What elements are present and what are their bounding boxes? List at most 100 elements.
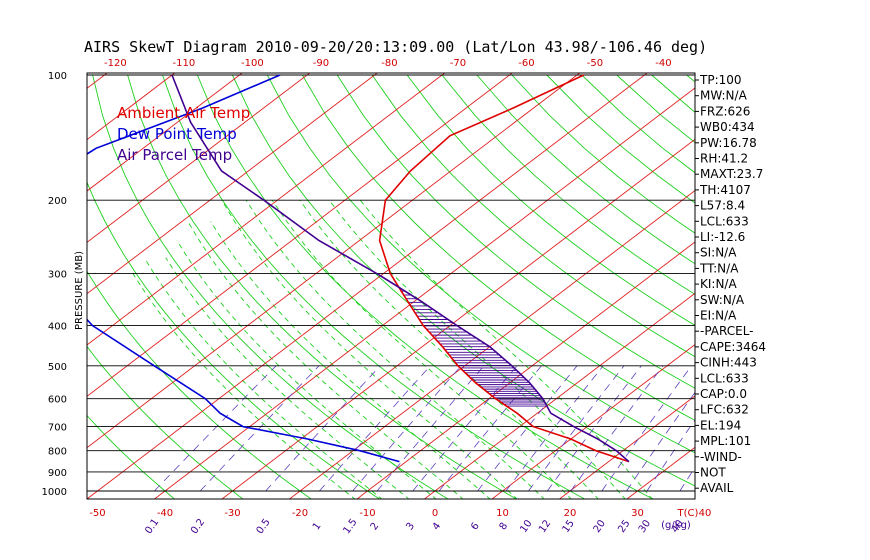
dry-adiabat bbox=[826, 75, 870, 500]
mixing-ratio-tick-label: 20 bbox=[592, 518, 608, 535]
top-temp-tick-label: -120 bbox=[104, 58, 127, 69]
moist-adiabat bbox=[221, 199, 518, 499]
stability-index: -WIND- bbox=[700, 450, 742, 464]
mixing-ratio-line bbox=[265, 365, 381, 492]
bottom-temp-tick-label: 40 bbox=[699, 508, 712, 519]
stability-index: AVAIL bbox=[700, 481, 734, 495]
isotherm bbox=[87, 73, 581, 449]
pressure-tick-label: 400 bbox=[48, 321, 67, 332]
dry-adiabat bbox=[511, 74, 695, 234]
moist-adiabat bbox=[176, 240, 437, 499]
pressure-tick-label: 200 bbox=[48, 196, 67, 207]
dry-adiabat bbox=[162, 74, 586, 499]
stability-index: LCL:633 bbox=[700, 214, 749, 228]
mixing-ratio-tick-label: 30 bbox=[637, 518, 653, 535]
series-line-0 bbox=[378, 74, 630, 463]
dry-adiabat bbox=[336, 74, 695, 389]
dry-adiabat bbox=[87, 414, 176, 499]
moist-adiabat bbox=[144, 257, 383, 499]
moist-adiabat bbox=[299, 199, 599, 499]
bottom-temp-tick-label: -30 bbox=[224, 508, 240, 519]
mixing-ratio-tick-label: 1.5 bbox=[341, 517, 359, 536]
isotherm bbox=[87, 73, 378, 295]
isotherm bbox=[356, 241, 695, 499]
stability-index: -PARCEL- bbox=[700, 324, 754, 338]
moist-adiabat bbox=[165, 257, 410, 499]
stability-index: KI:N/A bbox=[700, 277, 737, 291]
sounding-curves bbox=[87, 74, 630, 463]
moist-adiabat bbox=[132, 273, 356, 499]
stability-index: EI:N/A bbox=[700, 309, 737, 323]
isotherm bbox=[87, 73, 513, 397]
stability-index: MPL:101 bbox=[700, 434, 751, 448]
dry-adiabat bbox=[791, 75, 870, 500]
bottom-temp-tick-label: -50 bbox=[89, 508, 105, 519]
isotherm bbox=[0, 66, 49, 500]
stability-index: LFC:632 bbox=[700, 403, 749, 417]
isotherm bbox=[153, 87, 695, 499]
dry-adiabat bbox=[861, 75, 870, 500]
top-temp-tick-label: -90 bbox=[313, 58, 329, 69]
mixing-ratio-line bbox=[626, 391, 695, 492]
mixing-ratio-line bbox=[154, 365, 277, 492]
moist-adiabat bbox=[210, 221, 491, 499]
bottom-temp-tick-label: -40 bbox=[157, 508, 173, 519]
mixing-ratio-tick-label: 0.2 bbox=[189, 517, 207, 536]
mixing-ratio-tick-label: 0.1 bbox=[143, 517, 161, 536]
mixing-ratio-unit-label: (g/kg) bbox=[661, 520, 691, 531]
stability-index: RH:41.2 bbox=[700, 152, 748, 166]
dry-adiabat bbox=[87, 270, 313, 499]
legend-entry: Ambient Air Temp bbox=[117, 104, 250, 122]
dry-adiabat bbox=[371, 74, 695, 358]
mixing-ratio-line bbox=[376, 365, 485, 492]
mixing-ratio-tick-label: 3 bbox=[404, 521, 417, 533]
mixing-ratio-tick-label: 1 bbox=[311, 521, 324, 533]
dry-adiabat bbox=[266, 74, 695, 454]
stability-index: CAP:0.0 bbox=[700, 387, 747, 401]
mixing-ratio-line bbox=[570, 365, 664, 492]
dry-adiabat bbox=[87, 345, 244, 499]
plot-frame bbox=[86, 72, 696, 500]
isotherm bbox=[221, 138, 695, 499]
dry-adiabat bbox=[301, 74, 695, 421]
stability-index: MAXT:23.7 bbox=[700, 167, 763, 181]
top-temp-tick-label: -60 bbox=[518, 58, 534, 69]
dry-adiabat bbox=[127, 74, 518, 499]
moist-adiabat bbox=[359, 199, 653, 499]
legend-entry: Dew Point Temp bbox=[117, 125, 237, 143]
top-temp-tick-label: -40 bbox=[655, 58, 671, 69]
isotherm bbox=[87, 73, 176, 141]
dry-adiabat bbox=[406, 74, 695, 326]
stability-index: FRZ:626 bbox=[700, 104, 750, 118]
stability-index: PW:16.78 bbox=[700, 136, 757, 150]
y-axis-label: PRESSURE (MB) bbox=[74, 251, 85, 330]
top-temp-tick-label: -110 bbox=[173, 58, 196, 69]
bottom-temp-tick-label: 20 bbox=[564, 508, 577, 519]
stability-index: NOT bbox=[700, 466, 726, 480]
bottom-temp-tick-label: -20 bbox=[292, 508, 308, 519]
isotherm bbox=[491, 344, 695, 499]
series-line-2 bbox=[171, 74, 630, 463]
top-temp-tick-label: -80 bbox=[381, 58, 397, 69]
legend: Ambient Air Temp Dew Point Temp Air Parcel… bbox=[117, 104, 250, 164]
mixing-ratio-line bbox=[505, 365, 604, 492]
dry-adiabat bbox=[441, 74, 695, 295]
top-temp-tick-label: -100 bbox=[241, 58, 264, 69]
moist-adiabat bbox=[271, 199, 572, 499]
mixing-ratio-tick-label: 4 bbox=[431, 521, 444, 533]
mixing-ratio-line bbox=[679, 466, 695, 492]
pressure-tick-label: 700 bbox=[48, 423, 67, 434]
temp-unit-label: T(C) bbox=[677, 508, 699, 519]
pressure-tick-label: 300 bbox=[48, 269, 67, 280]
mixing-ratio-tick-label: 6 bbox=[469, 521, 482, 533]
stability-index: TH:4107 bbox=[699, 183, 751, 197]
mixing-ratio-tick-label: 2 bbox=[369, 521, 382, 533]
isotherm bbox=[558, 395, 695, 499]
chart-title: AIRS SkewT Diagram 2010-09-20/20:13:09.0… bbox=[84, 38, 707, 56]
bottom-temp-tick-label: -10 bbox=[359, 508, 375, 519]
stability-index: LCL:633 bbox=[700, 371, 749, 385]
pressure-tick-label: 900 bbox=[48, 468, 67, 479]
